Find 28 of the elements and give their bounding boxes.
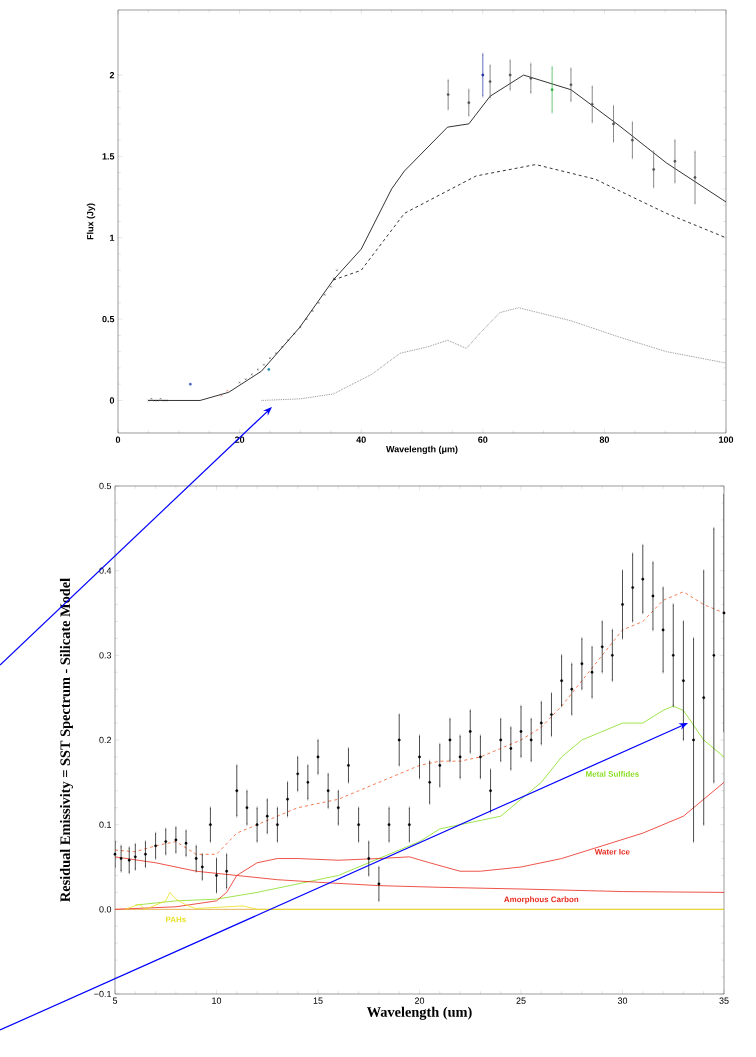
y-tick-label: 1.5: [102, 153, 115, 160]
x-tick-label: 10: [212, 997, 222, 1004]
x-axis-title: Wavelength (um): [366, 1006, 472, 1020]
x-tick-label: 25: [516, 997, 526, 1004]
y-tick-label: −0.1: [94, 990, 112, 998]
y-tick-label: 0.3: [99, 652, 112, 659]
x-tick-label: 5: [112, 997, 118, 1004]
y-axis-title: Flux (Jy): [86, 203, 96, 240]
x-tick-label: 35: [719, 997, 729, 1004]
x-tick-label: 0: [115, 436, 121, 443]
y-tick-label: 0.5: [102, 315, 115, 323]
y-tick-label: 0: [109, 397, 115, 404]
x-tick-label: 40: [356, 436, 366, 443]
x-tick-label: 15: [313, 997, 323, 1004]
y-tick-label: 0.5: [99, 482, 112, 490]
x-tick-label: 80: [599, 436, 610, 443]
y-tick-label: 0.1: [99, 821, 112, 828]
x-tick-label: 20: [414, 997, 425, 1004]
x-tick-label: 60: [478, 436, 488, 443]
y-tick-label: 2: [109, 71, 115, 79]
x-axis-title: Wavelength (μm): [386, 445, 458, 455]
y-tick-label: 0.2: [99, 736, 112, 744]
y-axis-title: Residual Emissivity = SST Spectrum - Silicate Model: [59, 578, 73, 902]
y-tick-label: 1: [110, 234, 115, 241]
y-tick-label: 0.4: [99, 567, 112, 574]
x-tick-label: 100: [719, 436, 734, 443]
x-tick-label: 30: [617, 997, 628, 1004]
y-tick-label: 0.0: [99, 906, 112, 913]
